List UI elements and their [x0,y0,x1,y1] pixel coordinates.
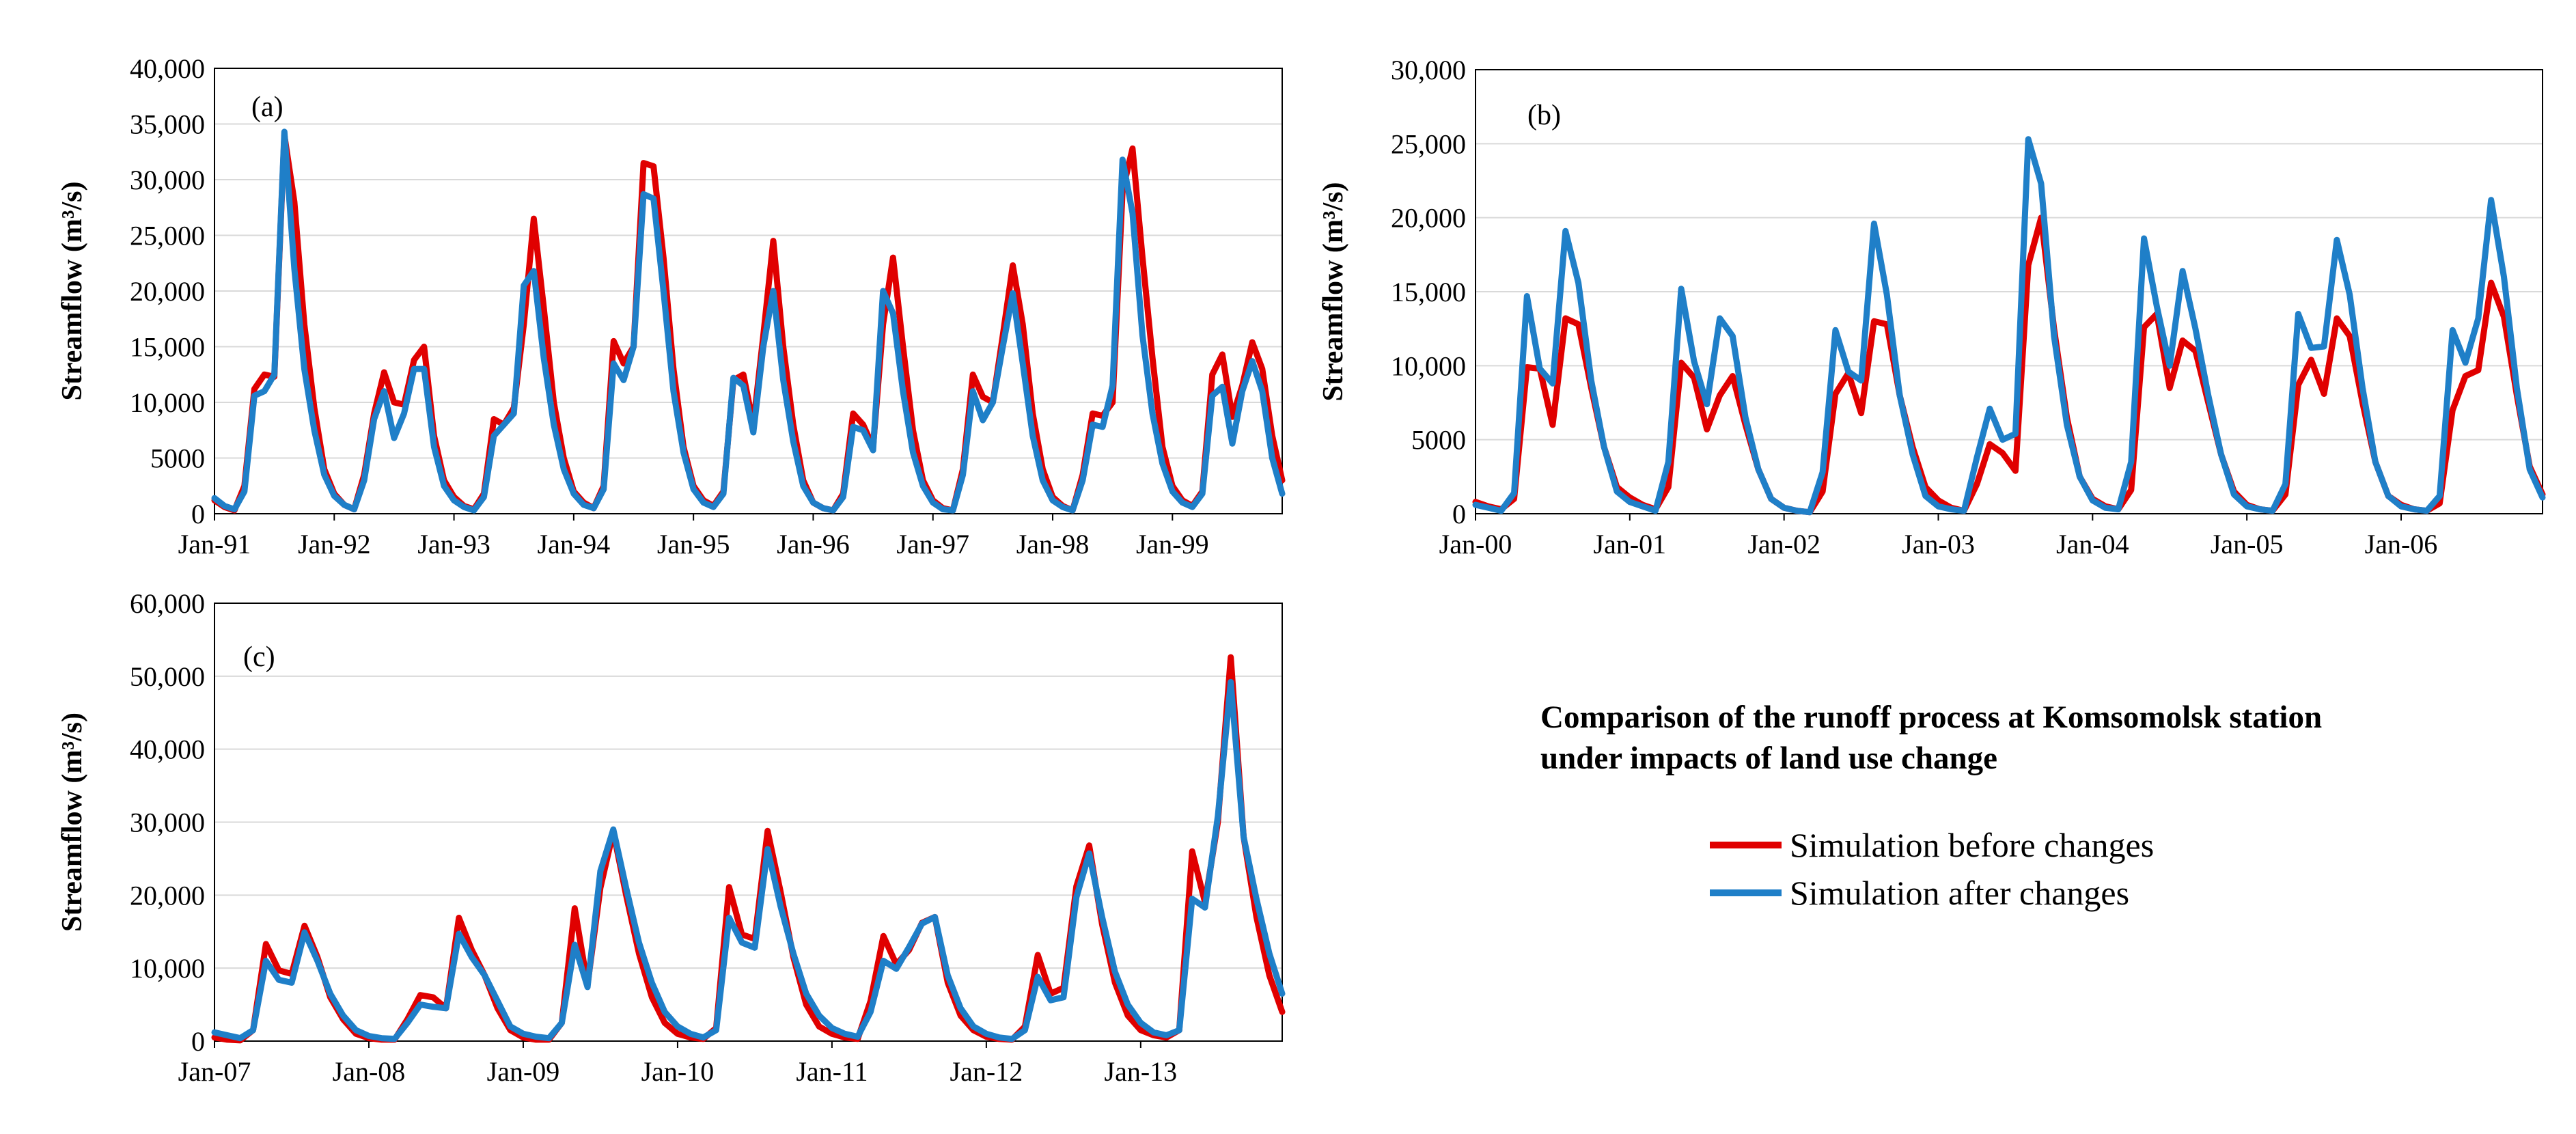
ytick-label-c-4: 40,000 [130,734,205,765]
legend-swatch-after [1710,889,1782,896]
ytick-label-b-4: 20,000 [1391,203,1466,234]
legend-item-before: Simulation before changes [1710,825,2154,865]
series-line-b-before [1472,215,2546,516]
xtick-label-a-2: Jan-93 [417,529,490,559]
xtick-label-c-4: Jan-11 [796,1056,868,1087]
xtick-label-a-3: Jan-94 [538,529,611,559]
xtick-label-c-3: Jan-10 [641,1056,715,1087]
ytick-label-b-6: 30,000 [1391,55,1466,85]
xtick-label-b-0: Jan-00 [1439,529,1512,559]
figure-title: Comparison of the runoff process at Koms… [1540,700,2323,776]
ytick-label-a-0: 0 [191,499,205,529]
legend-label-before: Simulation before changes [1790,826,2155,864]
ytick-label-b-3: 15,000 [1391,277,1466,307]
xtick-label-a-6: Jan-97 [896,529,969,559]
chart-panel-c: 0 10,000 20,000 30,000 40,000 50,000 60,000 Jan… [57,588,1286,1087]
xtick-label-a-0: Jan-91 [178,529,251,559]
xtick-label-b-5: Jan-05 [2211,529,2284,559]
ytick-label-c-3: 30,000 [130,807,205,838]
xtick-label-a-5: Jan-96 [777,529,850,559]
plot-frame-c [214,603,1283,1042]
xtick-label-c-0: Jan-07 [178,1056,251,1087]
series-line-b-after [1472,136,2546,516]
xtick-label-b-4: Jan-04 [2056,529,2129,559]
ytick-label-b-2: 10,000 [1391,350,1466,381]
y-axis-label-c: Streamflow (m³/s) [57,713,88,932]
xtick-label-a-7: Jan-98 [1016,529,1090,559]
xtick-label-c-1: Jan-08 [333,1056,406,1087]
ytick-label-c-1: 10,000 [130,953,205,984]
ytick-label-c-5: 50,000 [130,661,205,692]
xtick-label-c-2: Jan-09 [487,1056,560,1087]
xtick-label-a-8: Jan-99 [1136,529,1209,559]
ytick-label-b-1: 5000 [1411,425,1466,456]
ytick-label-a-4: 20,000 [130,276,205,307]
xtick-label-c-6: Jan-13 [1105,1056,1178,1087]
chart-panel-a: 0 5000 10,000 15,000 20,000 25,000 30,000 35,00… [57,53,1286,559]
xtick-label-b-6: Jan-06 [2365,529,2438,559]
y-axis-label-b: Streamflow (m³/s) [1318,182,1349,402]
ytick-label-c-2: 20,000 [130,880,205,911]
xtick-label-c-5: Jan-12 [950,1056,1023,1087]
chart-panel-b: 0 5000 10,000 15,000 20,000 25,000 30,000 Jan-0… [1318,55,2546,559]
panel-label-a: (a) [251,92,283,123]
plot-frame-b [1475,69,2543,514]
ytick-label-c-0: 0 [191,1026,205,1057]
xtick-label-b-1: Jan-01 [1594,529,1667,559]
ytick-label-a-6: 30,000 [130,165,205,195]
xtick-label-a-1: Jan-92 [298,529,371,559]
ytick-label-a-5: 25,000 [130,221,205,251]
xtick-label-a-4: Jan-95 [657,529,730,559]
xtick-label-b-3: Jan-03 [1902,529,1975,559]
plot-frame-a [214,68,1283,514]
ytick-label-b-5: 25,000 [1391,128,1466,159]
legend-label-after: Simulation after changes [1790,874,2130,912]
xtick-label-b-2: Jan-02 [1747,529,1820,559]
y-axis-label-a: Streamflow (m³/s) [57,182,88,401]
series-line-a-after [211,128,1286,514]
legend-swatch-before [1710,842,1782,848]
ytick-label-a-8: 40,000 [130,53,205,84]
ytick-label-a-2: 10,000 [130,387,205,418]
panel-label-c: (c) [243,641,275,673]
legend-area: Comparison of the runoff process at Koms… [1540,697,2531,912]
ytick-label-a-3: 15,000 [130,332,205,363]
ytick-label-c-6: 60,000 [130,588,205,619]
legend-item-after: Simulation after changes [1710,873,2129,913]
ytick-label-a-1: 5000 [150,443,205,474]
ytick-label-b-0: 0 [1452,499,1466,529]
ytick-label-a-7: 35,000 [130,109,205,140]
panel-label-b: (b) [1527,100,1561,131]
series-line-c-after [211,678,1286,1042]
